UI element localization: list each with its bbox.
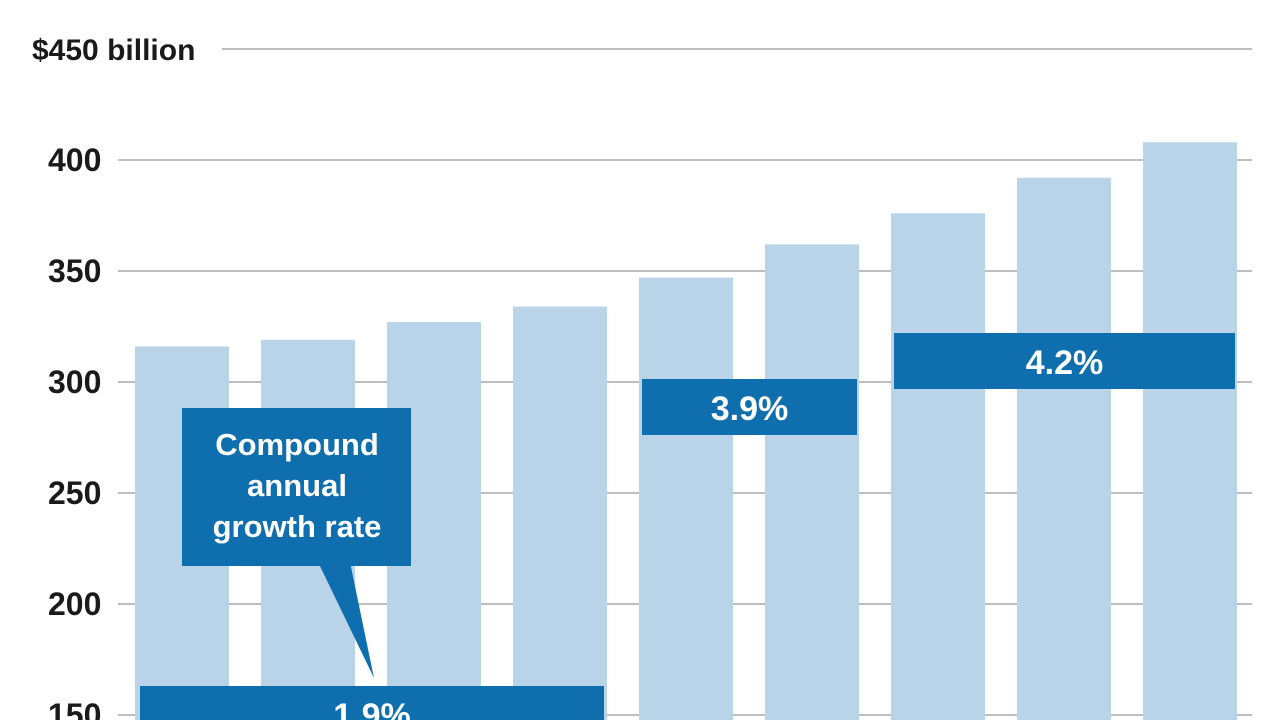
growth-rate-boxes: 1.9% 3.9% 4.2% bbox=[140, 333, 1235, 720]
growth-rate-label: 4.2% bbox=[1026, 344, 1104, 382]
growth-rate-box bbox=[894, 333, 1235, 389]
callout-box bbox=[182, 408, 411, 566]
bar bbox=[639, 277, 733, 720]
callout-pointer bbox=[318, 562, 374, 678]
bar bbox=[891, 213, 985, 720]
bar bbox=[1143, 142, 1237, 720]
growth-rate-callout: Compound annual growth rate bbox=[182, 408, 411, 678]
callout-line-1: Compound bbox=[215, 427, 379, 462]
callout-line-2: annual bbox=[247, 468, 347, 503]
y-tick-label: 400 bbox=[48, 142, 101, 178]
growth-rate-box bbox=[642, 379, 857, 435]
y-tick-label: 200 bbox=[48, 586, 101, 622]
bar bbox=[513, 306, 607, 720]
growth-rate-label: 1.9% bbox=[333, 697, 411, 720]
callout-line-3: growth rate bbox=[213, 509, 382, 544]
bar bbox=[1017, 177, 1111, 720]
y-unit-label: $450 billion bbox=[32, 34, 195, 67]
growth-rate-box bbox=[140, 686, 604, 720]
y-tick-label: 350 bbox=[48, 253, 101, 289]
y-tick-label: 250 bbox=[48, 475, 101, 511]
y-tick-label: 150 bbox=[48, 697, 101, 720]
bar bbox=[765, 244, 859, 720]
y-tick-label: 300 bbox=[48, 364, 101, 400]
y-axis: 150 200 250 300 350 400 $450 billion bbox=[32, 34, 195, 720]
growth-rate-label: 3.9% bbox=[711, 390, 789, 428]
